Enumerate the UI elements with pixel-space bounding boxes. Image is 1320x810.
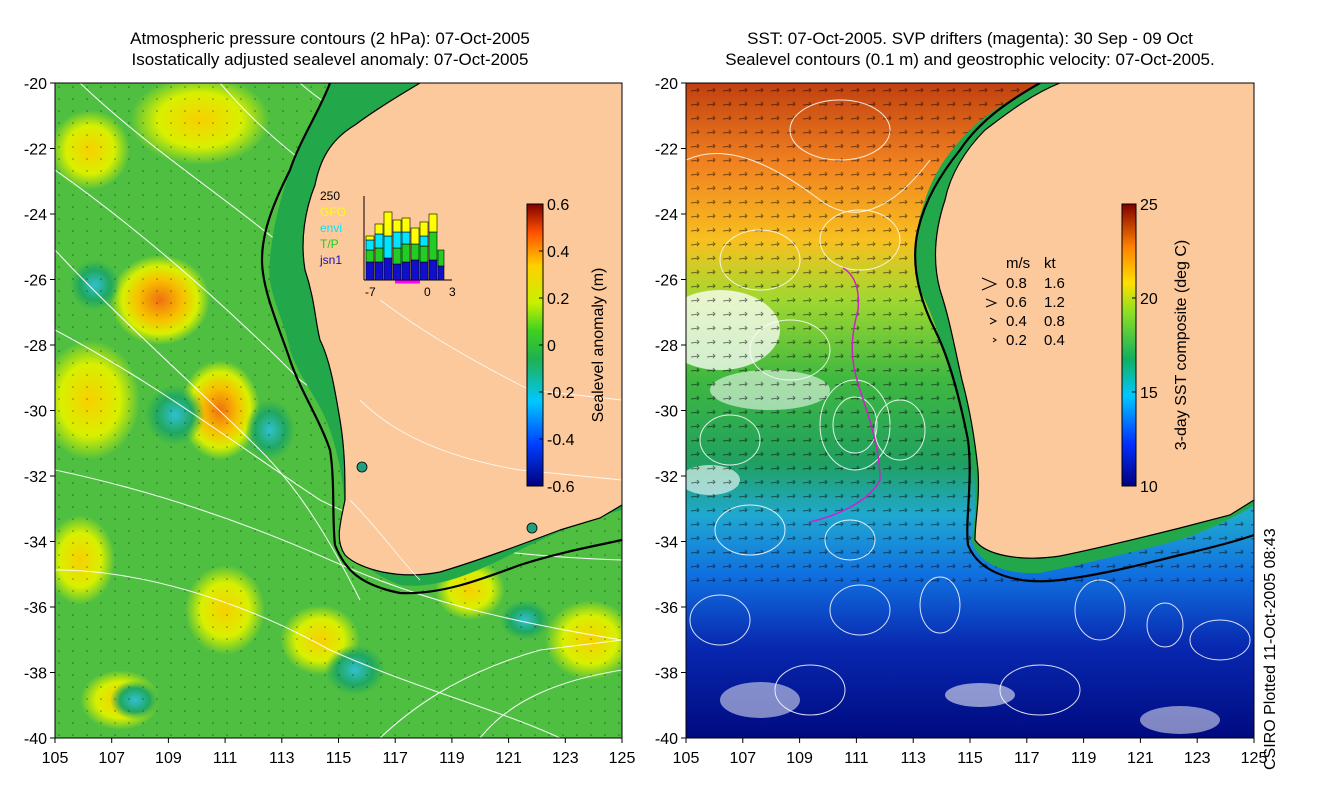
right-lon-tick: 107 bbox=[729, 750, 756, 767]
right-lon-tick: 105 bbox=[673, 750, 700, 767]
left-lon-tick: 121 bbox=[495, 750, 522, 767]
right-lat-tick: -28 bbox=[655, 338, 678, 355]
velocity-ms-3: 0.2 bbox=[1006, 332, 1027, 349]
left-lon-tick: 123 bbox=[552, 750, 579, 767]
colorbar-tick: 15 bbox=[1140, 385, 1158, 402]
right-lon-tick: 119 bbox=[1071, 750, 1097, 767]
colorbar-tick: 0.2 bbox=[547, 291, 569, 308]
right-lat-tick: -22 bbox=[655, 142, 678, 159]
colorbar-tick: -0.2 bbox=[547, 385, 575, 402]
colorbar-tick: -0.6 bbox=[547, 479, 575, 496]
sealevel-contours bbox=[686, 99, 1251, 716]
sea-level-anomaly-map bbox=[55, 83, 622, 738]
sst-colorbar-label: 3-day SST composite (deg C) bbox=[1173, 240, 1190, 450]
colorbar-tick: -0.4 bbox=[547, 432, 575, 449]
left-lon-tick: 125 bbox=[609, 750, 636, 767]
velocity-legend: m/s kt 0.8 1.6 0.6 1.2 0.4 0.8 0.2 0.4 bbox=[981, 255, 1065, 349]
right-lon-tick: 121 bbox=[1127, 750, 1154, 767]
left-lat-tick: -32 bbox=[24, 469, 47, 486]
right-lat-tick: -40 bbox=[655, 731, 678, 748]
left-lat-tick: -34 bbox=[24, 535, 47, 552]
mission-tp: T/P bbox=[320, 237, 339, 251]
right-lon-tick: 111 bbox=[844, 750, 868, 767]
left-lat-tick: -28 bbox=[24, 338, 47, 355]
colorbar-tick: 10 bbox=[1140, 479, 1158, 496]
right-lon-tick: 113 bbox=[900, 750, 926, 767]
left-title-line1: Atmospheric pressure contours (2 hPa): 0… bbox=[130, 29, 530, 48]
left-lat-tick: -40 bbox=[24, 731, 47, 748]
right-title-line1: SST: 07-Oct-2005. SVP drifters (magenta)… bbox=[747, 29, 1193, 48]
velocity-kt-1: 1.2 bbox=[1044, 294, 1065, 311]
colorbar-tick: 0.6 bbox=[547, 197, 569, 214]
left-lon-tick: 113 bbox=[269, 750, 295, 767]
right-lon-tick: 115 bbox=[957, 750, 983, 767]
right-lon-tick: 123 bbox=[1184, 750, 1211, 767]
sla-colorbar: 0.6 0.4 0.2 0 -0.2 -0.4 -0.6 Sealevel anomaly … bbox=[526, 197, 607, 496]
velocity-header-kt: kt bbox=[1044, 255, 1057, 272]
altimeter-histogram: 250 GFO envi T/P jsn1 -7 0 3 bbox=[319, 189, 456, 299]
mission-gfo: GFO bbox=[320, 205, 346, 219]
arrow-icon-06 bbox=[985, 298, 998, 308]
colorbar-tick: 0.4 bbox=[547, 244, 569, 261]
credit-text: CSIRO Plotted 11-Oct-2005 08:43 bbox=[1262, 528, 1279, 770]
right-lat-tick: -26 bbox=[655, 273, 678, 290]
hist-x-label-mid: 0 bbox=[424, 285, 431, 299]
right-lat-tick: -34 bbox=[655, 535, 678, 552]
colorbar-tick: 20 bbox=[1140, 291, 1158, 308]
mission-envi: envi bbox=[320, 221, 342, 235]
arrow-icon-04 bbox=[989, 317, 998, 325]
right-lon-tick: 125 bbox=[1241, 750, 1268, 767]
right-lat-tick: -30 bbox=[655, 404, 678, 421]
velocity-ms-2: 0.4 bbox=[1006, 313, 1027, 330]
colorbar-tick: 25 bbox=[1140, 197, 1158, 214]
left-lon-tick: 109 bbox=[155, 750, 182, 767]
left-lon-tick: 117 bbox=[382, 750, 408, 767]
sst-colorbar: 25 20 15 10 3-day SST composite (deg C) bbox=[1121, 197, 1190, 496]
histogram-ymax: 250 bbox=[320, 189, 340, 203]
velocity-kt-0: 1.6 bbox=[1044, 275, 1065, 292]
left-lon-tick: 115 bbox=[326, 750, 352, 767]
left-lat-tick: -22 bbox=[24, 142, 47, 159]
left-lon-tick: 105 bbox=[42, 750, 69, 767]
left-lon-tick: 107 bbox=[98, 750, 125, 767]
velocity-kt-2: 0.8 bbox=[1044, 313, 1065, 330]
left-title-line2: Isostatically adjusted sealevel anomaly:… bbox=[131, 50, 529, 69]
left-lat-tick: -20 bbox=[24, 76, 47, 93]
left-lon-tick: 111 bbox=[213, 750, 237, 767]
right-title-line2: Sealevel contours (0.1 m) and geostrophi… bbox=[725, 50, 1215, 69]
right-lon-tick: 109 bbox=[786, 750, 813, 767]
right-lat-tick: -32 bbox=[655, 469, 678, 486]
velocity-ms-0: 0.8 bbox=[1006, 275, 1027, 292]
left-lat-tick: -24 bbox=[24, 207, 47, 224]
hist-x-label-right: 3 bbox=[449, 285, 456, 299]
left-lat-tick: -30 bbox=[24, 404, 47, 421]
left-lat-tick: -26 bbox=[24, 273, 47, 290]
right-lat-tick: -20 bbox=[655, 76, 678, 93]
left-map-title: Atmospheric pressure contours (2 hPa): 0… bbox=[60, 28, 600, 70]
arrow-icon-08 bbox=[981, 277, 998, 291]
mission-jsn1: jsn1 bbox=[319, 253, 342, 267]
sla-colorbar-label: Sealevel anomaly (m) bbox=[590, 268, 607, 423]
arrow-icon-02 bbox=[992, 337, 997, 343]
left-lon-tick: 119 bbox=[439, 750, 465, 767]
left-lat-tick: -38 bbox=[24, 666, 47, 683]
left-lat-tick: -36 bbox=[24, 600, 47, 617]
sst-map bbox=[686, 83, 1254, 738]
australia-land-right bbox=[935, 83, 1254, 559]
right-lon-tick: 117 bbox=[1014, 750, 1040, 767]
hist-x-label-left: -7 bbox=[365, 285, 376, 299]
velocity-kt-3: 0.4 bbox=[1044, 332, 1065, 349]
right-lat-tick: -36 bbox=[655, 600, 678, 617]
right-lat-tick: -38 bbox=[655, 666, 678, 683]
colorbar-tick: 0 bbox=[547, 338, 556, 355]
velocity-ms-1: 0.6 bbox=[1006, 294, 1027, 311]
velocity-header-ms: m/s bbox=[1006, 255, 1030, 272]
right-map-title: SST: 07-Oct-2005. SVP drifters (magenta)… bbox=[680, 28, 1260, 70]
right-lat-tick: -24 bbox=[655, 207, 678, 224]
drifter-track bbox=[809, 267, 881, 523]
